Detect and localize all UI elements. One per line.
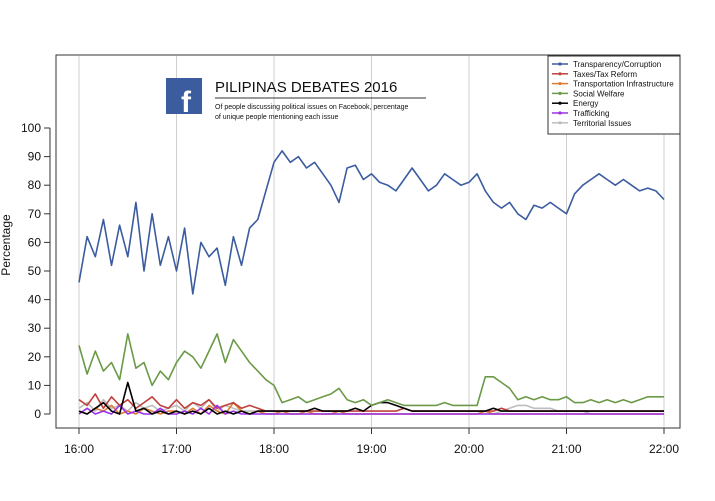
x-tick-label: 16:00 — [64, 442, 94, 456]
series-line-social-welfare — [78, 333, 664, 407]
y-axis-label: Percentage — [0, 214, 13, 276]
legend-marker — [558, 82, 562, 86]
y-tick-label: 90 — [28, 150, 42, 164]
legend-label: Transparency/Corruption — [573, 60, 661, 69]
legend-marker — [558, 111, 562, 115]
title-block: f PILIPINAS DEBATES 2016 Of people discu… — [166, 78, 426, 121]
chart-title: PILIPINAS DEBATES 2016 — [215, 79, 397, 96]
y-tick-label: 80 — [28, 178, 42, 192]
y-tick-label: 10 — [28, 378, 42, 392]
x-tick-label: 22:00 — [649, 442, 679, 456]
chart-subtitle-line-1: Of people discussing political issues on… — [215, 104, 408, 111]
x-tick-label: 20:00 — [454, 442, 484, 456]
legend-marker — [558, 121, 562, 125]
y-tick-label: 70 — [28, 207, 42, 221]
legend-box — [547, 55, 681, 135]
y-tick-label: 40 — [28, 293, 42, 307]
legend-marker — [558, 101, 562, 105]
chart-subtitle-line-2: of unique people mentioning each issue — [215, 114, 338, 121]
legend-marker — [558, 91, 562, 95]
y-tick-label: 0 — [34, 407, 41, 421]
facebook-logo-letter: f — [181, 86, 192, 119]
series-lines — [78, 150, 665, 415]
legend-label: Social Welfare — [573, 89, 625, 98]
x-tick-label: 21:00 — [551, 442, 581, 456]
y-tick-label: 50 — [28, 264, 42, 278]
series-line-trafficking — [78, 404, 664, 415]
y-tick-label: 30 — [28, 321, 42, 335]
legend-label: Transportation Infrastructure — [573, 80, 674, 89]
x-tick-label: 18:00 — [259, 442, 289, 456]
x-axis: 16:00 17:00 18:00 19:00 20:00 21:00 22:00 — [64, 428, 679, 456]
x-tick-label: 19:00 — [356, 442, 386, 456]
series-line-transparency-corruption — [78, 150, 665, 295]
y-tick-label: 100 — [21, 121, 41, 135]
plot-box — [55, 54, 681, 429]
legend-marker — [558, 62, 562, 66]
y-tick-label: 60 — [28, 235, 42, 249]
legend-label: Energy — [573, 99, 598, 108]
legend-marker — [558, 72, 562, 76]
y-tick-label: 20 — [28, 350, 42, 364]
facebook-logo-icon — [166, 78, 202, 114]
legend-label: Territorial Issues — [573, 119, 631, 128]
x-tick-label: 17:00 — [161, 442, 191, 456]
y-axis: 0 10 20 30 40 50 60 70 80 90 100 — [21, 121, 51, 421]
legend-label: Trafficking — [573, 109, 609, 118]
legend-label: Taxes/Tax Reform — [573, 70, 637, 79]
